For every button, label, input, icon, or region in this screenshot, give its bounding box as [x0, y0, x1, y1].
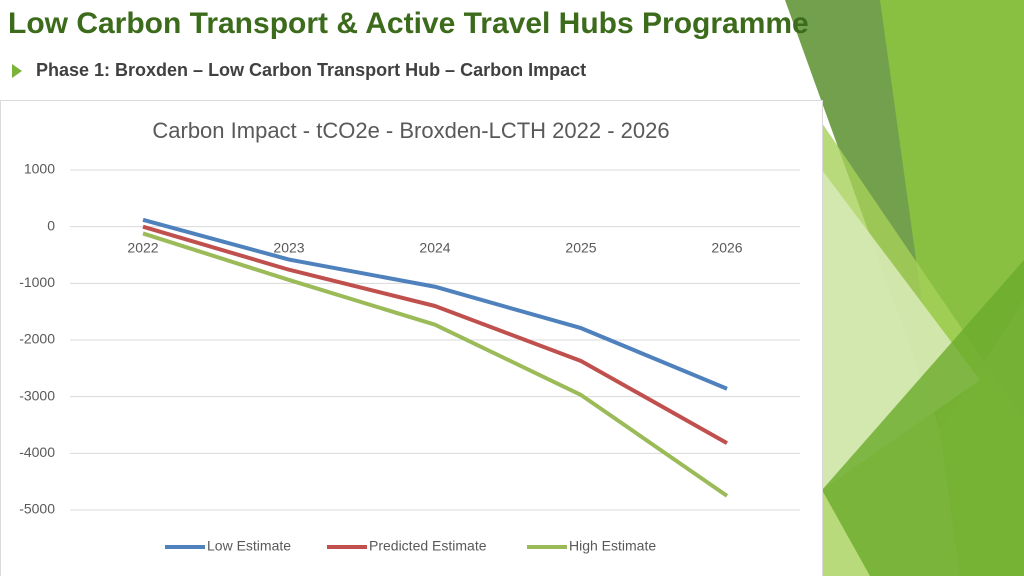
series-line: [142, 224, 728, 445]
legend-label: Predicted Estimate: [369, 538, 487, 554]
x-tick-label: 2026: [711, 239, 742, 255]
y-tick-label: -1000: [19, 274, 55, 290]
legend-label: Low Estimate: [207, 538, 291, 554]
x-tick-label: 2022: [127, 239, 158, 255]
y-tick-label: -2000: [19, 331, 55, 347]
x-tick-label: 2025: [565, 239, 596, 255]
chart-title: Carbon Impact - tCO2e - Broxden-LCTH 202…: [152, 118, 669, 143]
x-tick-label: 2024: [419, 239, 450, 255]
y-tick-label: 0: [47, 217, 55, 233]
plot: -5000 -4000 -3000 -2000 -1000 0 1000 2022 2023 20…: [19, 161, 800, 554]
legend-label: High Estimate: [569, 538, 656, 554]
y-tick-label: 1000: [24, 161, 55, 177]
y-tick-label: -3000: [19, 387, 55, 403]
slide-subtitle: Phase 1: Broxden – Low Carbon Transport …: [36, 60, 586, 80]
slide-title: Low Carbon Transport & Active Travel Hub…: [8, 7, 809, 40]
bullet: [12, 64, 22, 78]
y-tick-label: -5000: [19, 501, 55, 517]
decoration: [785, 0, 1024, 576]
series-line: [142, 231, 729, 498]
y-tick-label: -4000: [19, 444, 55, 460]
x-tick-label: 2023: [273, 239, 304, 255]
chart-panel: [0, 100, 823, 576]
series-line: [142, 217, 728, 391]
